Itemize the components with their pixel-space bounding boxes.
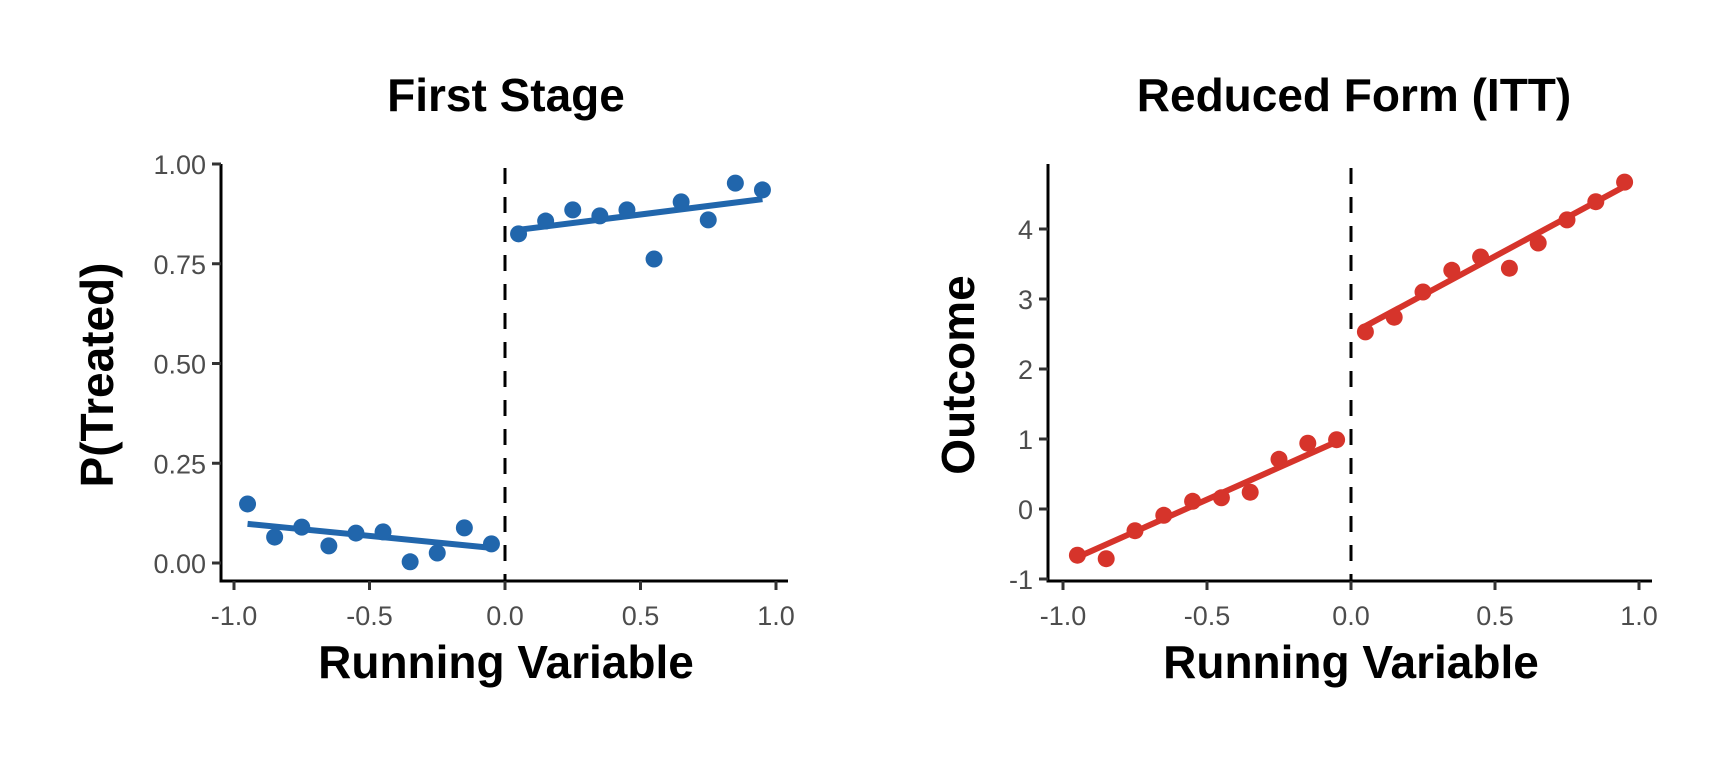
data-point — [347, 524, 365, 542]
data-point — [753, 181, 771, 199]
panel-reduced-form: Reduced Form (ITT) Running Variable Outc… — [932, 69, 1658, 688]
fit-line — [1076, 439, 1338, 561]
data-point — [1558, 211, 1576, 229]
y-tick-label: 3 — [1018, 285, 1033, 315]
data-point — [455, 519, 473, 537]
y-axis-title: Outcome — [932, 275, 984, 474]
data-point — [428, 544, 446, 562]
data-point — [618, 201, 636, 219]
data-point — [1328, 431, 1346, 449]
data-point — [1385, 308, 1403, 326]
x-tick-label: -0.5 — [346, 601, 393, 631]
data-point — [1356, 323, 1374, 341]
data-point — [1616, 173, 1634, 191]
x-axis-title: Running Variable — [1163, 636, 1539, 688]
data-point — [1500, 259, 1518, 277]
data-point — [564, 201, 582, 219]
data-point — [482, 535, 500, 553]
fit-line — [1361, 182, 1629, 331]
x-tick-label: 0.5 — [1476, 601, 1514, 631]
data-point — [591, 207, 609, 225]
y-tick-label: 0 — [1018, 495, 1033, 525]
data-point — [1299, 434, 1317, 452]
data-point — [672, 193, 690, 211]
data-point — [1097, 550, 1115, 568]
data-point — [1068, 546, 1086, 564]
data-point — [401, 553, 419, 571]
x-tick-label: 0.0 — [486, 601, 524, 631]
plot-marks: -1.0 -0.5 0.0 0.5 1.0 0.00 0.25 0.50 0.75 1.00 — [153, 150, 794, 631]
x-tick-label: 0.0 — [1332, 601, 1370, 631]
data-point — [1587, 193, 1605, 211]
x-tick-label: 1.0 — [757, 601, 795, 631]
y-tick-label: 1.00 — [153, 150, 206, 180]
fit-line — [518, 196, 763, 233]
data-point — [1529, 234, 1547, 252]
x-tick-label: -1.0 — [211, 601, 258, 631]
data-point — [510, 225, 528, 243]
data-point — [1184, 492, 1202, 510]
data-point — [293, 518, 311, 536]
x-axis-title: Running Variable — [318, 636, 694, 688]
data-point — [699, 211, 717, 229]
data-point — [1270, 450, 1288, 468]
plot-marks: -1.0 -0.5 0.0 0.5 1.0 -1 0 1 2 3 4 — [1009, 164, 1658, 631]
y-tick-label: 0.25 — [153, 449, 206, 479]
data-point — [726, 174, 744, 192]
x-tick-label: 1.0 — [1620, 601, 1658, 631]
data-point — [239, 495, 257, 513]
y-tick-label: 2 — [1018, 355, 1033, 385]
data-point — [1126, 522, 1144, 540]
y-tick-label: 4 — [1018, 215, 1033, 245]
chart-title: Reduced Form (ITT) — [1137, 69, 1571, 121]
fit-line — [247, 520, 492, 551]
chart-title: First Stage — [387, 69, 625, 121]
panel-first-stage: First Stage Running Variable P(Treated) … — [71, 69, 795, 688]
y-tick-label: 0.00 — [153, 549, 206, 579]
y-axis-title: P(Treated) — [71, 263, 123, 488]
x-tick-label: -0.5 — [1184, 601, 1231, 631]
data-point — [320, 537, 338, 555]
data-point — [1212, 489, 1230, 507]
y-tick-label: 0.75 — [153, 250, 206, 280]
y-tick-label: -1 — [1009, 565, 1033, 595]
data-point — [374, 523, 392, 541]
data-point — [1414, 283, 1432, 301]
data-point — [1443, 261, 1461, 279]
x-tick-label: -1.0 — [1040, 601, 1087, 631]
data-point — [266, 528, 284, 546]
data-point — [645, 250, 663, 268]
data-point — [1241, 483, 1259, 501]
data-point — [1155, 506, 1173, 524]
data-point — [1472, 248, 1490, 266]
y-tick-label: 1 — [1018, 425, 1033, 455]
y-tick-label: 0.50 — [153, 350, 206, 380]
x-tick-label: 0.5 — [622, 601, 660, 631]
data-point — [537, 212, 555, 230]
